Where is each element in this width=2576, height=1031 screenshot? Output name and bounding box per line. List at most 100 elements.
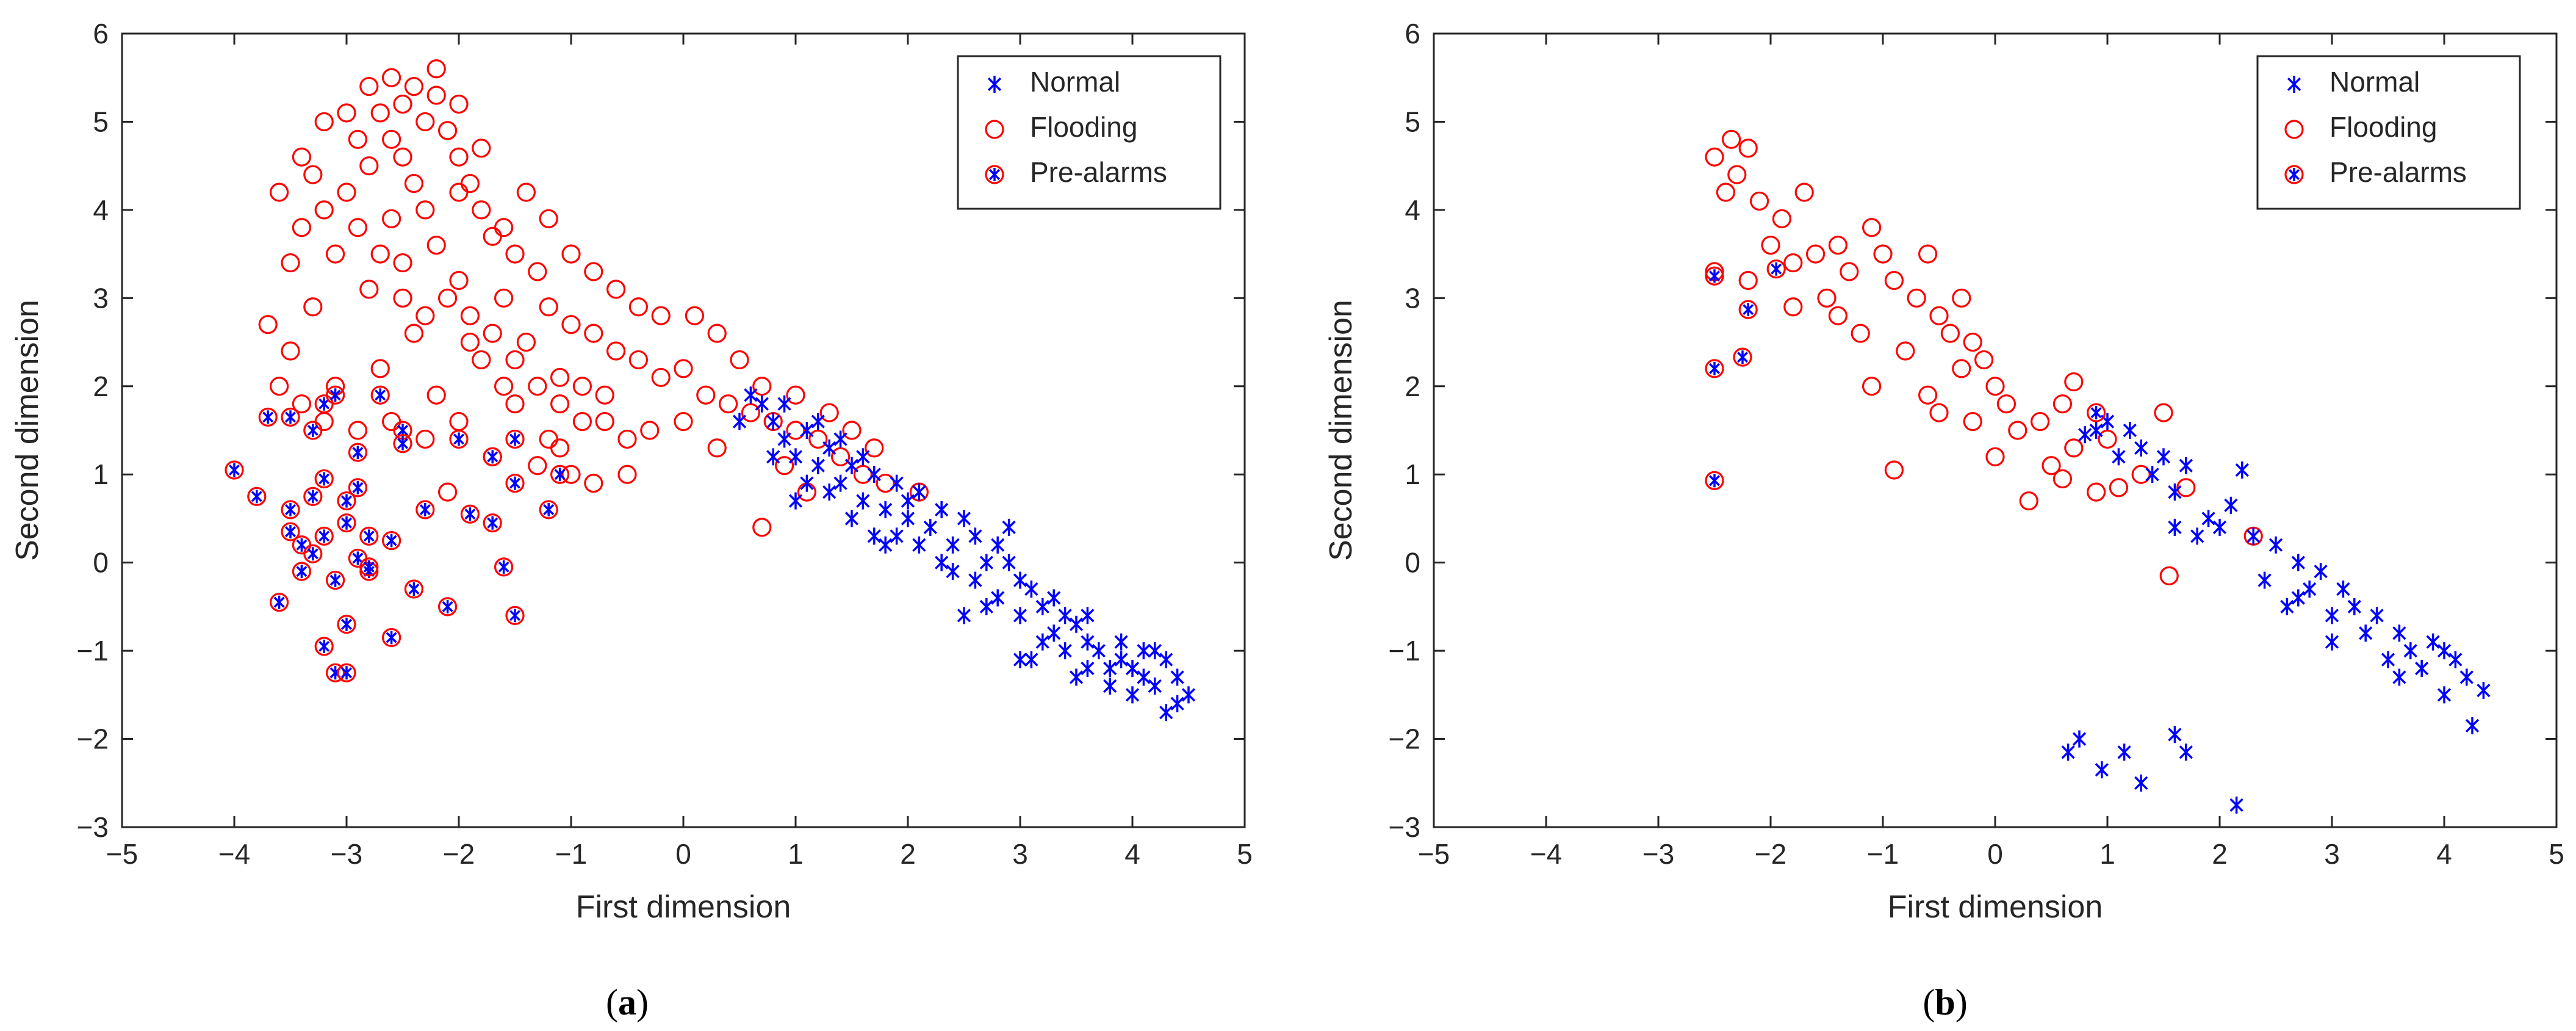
panel-b-point-flooding (1884, 270, 1904, 291)
panel-a-point-flooding (258, 315, 278, 335)
panel-b-point-normal (2134, 774, 2148, 792)
panel-a-point-pre-alarms-star (251, 490, 262, 504)
panel-b-point-flooding (1940, 324, 1960, 343)
panel-a-point-flooding (696, 385, 716, 405)
panel-a-point-normal (1148, 642, 1162, 660)
panel-a-point-pre-alarms-star (262, 410, 274, 424)
panel-b-point-flooding (1705, 147, 1724, 167)
panel-a-x-tick-label: 0 (675, 838, 691, 870)
panel-b-point-normal (2168, 518, 2182, 536)
panel-a-legend-marker-pre-alarms (985, 165, 1004, 184)
panel-a-point-flooding (808, 429, 828, 449)
panel-a-point-pre-alarms (381, 628, 401, 648)
panel-a-point-normal (1092, 642, 1106, 660)
panel-a-point-flooding (337, 103, 356, 123)
panel-a-point-pre-alarms-star (397, 436, 409, 450)
panel-a-legend-item-normal: Normal (987, 66, 1120, 98)
panel-a-point-flooding (381, 68, 401, 87)
panel-a-legend-item-pre-alarms: Pre-alarms (985, 156, 1167, 188)
panel-a-point-normal (800, 474, 814, 492)
panel-a-point-flooding (528, 262, 547, 281)
panel-b-point-flooding (1862, 377, 1882, 396)
panel-a-point-normal (844, 457, 859, 474)
panel-a-point-normal (1125, 686, 1140, 704)
panel-b-point-normal (2437, 642, 2452, 660)
panel-a-point-pre-alarms-star (386, 534, 397, 548)
panel-a-point-pre-alarms-star (509, 476, 521, 490)
panel-a-point-flooding (786, 421, 805, 440)
panel-b-point-normal (2117, 743, 2131, 761)
panel-a-point-flooding (752, 518, 772, 537)
panel-a-y-axis-label: Second dimension (10, 300, 45, 561)
panel-a-point-flooding (393, 147, 412, 167)
panel-b-point-flooding (1750, 191, 1769, 211)
panel-a-point-normal (923, 518, 937, 536)
panel-a-point-flooding (640, 421, 660, 440)
panel-a-x-tick-label: 3 (1012, 838, 1028, 870)
panel-b-point-flooding (2042, 456, 2061, 476)
panel-a-point-normal (1137, 668, 1151, 686)
panel-a-point-flooding (381, 129, 401, 149)
panel-b-point-normal (2268, 536, 2283, 554)
panel-a-point-flooding (460, 332, 480, 352)
panel-a-point-flooding (830, 447, 851, 466)
panel-a-point-flooding (292, 218, 311, 237)
panel-b-x-tick-label: 4 (2436, 838, 2452, 870)
panel-a-point-normal (1069, 615, 1084, 633)
panel-a-y-tick-label: 6 (93, 18, 109, 49)
panel-a-point-flooding (404, 324, 424, 343)
panel-a-point-flooding (303, 297, 323, 317)
panel-b-point-pre-alarms-star (2090, 406, 2102, 420)
panel-a-point-normal (822, 483, 836, 501)
panel-a-legend-label-normal: Normal (1030, 66, 1120, 98)
panel-a-point-normal (766, 448, 780, 466)
panel-a-point-pre-alarms (505, 474, 525, 493)
panel-a-point-normal (811, 413, 825, 430)
panel-b-point-flooding (2019, 491, 2038, 511)
panel-a-point-pre-alarms (337, 491, 356, 511)
panel-a-point-pre-alarms-star (307, 547, 318, 561)
panel-b-point-normal (2370, 607, 2384, 624)
panel-a-point-normal (890, 474, 904, 492)
panel-b-point-flooding (2176, 478, 2196, 497)
panel-b-point-pre-alarms-star (1771, 262, 1782, 276)
panel-a-point-normal (1170, 695, 1184, 712)
panel-b-point-flooding (1727, 165, 1747, 184)
panel-a-point-pre-alarms (281, 522, 300, 541)
panel-b-x-tick-label: −1 (1867, 838, 1899, 870)
panel-a-point-normal (833, 430, 847, 448)
panel-a-point-flooding (606, 280, 626, 299)
panel-b-point-normal (2201, 510, 2215, 527)
panel-b-caption: (b) (1923, 982, 1967, 1022)
panel-b-point-flooding (2031, 411, 2050, 432)
panel-b-point-normal (2061, 743, 2075, 761)
panel-a-point-flooding (270, 183, 289, 202)
panel-a-point-pre-alarms (393, 434, 412, 454)
panel-b-point-flooding (1738, 139, 1758, 158)
panel-a-point-flooding (561, 465, 581, 484)
panel-b-point-normal (2314, 563, 2328, 581)
panel-b-y-tick-label: 1 (1405, 458, 1420, 490)
panel-a-point-normal (1081, 607, 1095, 624)
panel-a-point-flooding (314, 112, 334, 132)
panel-b-point-normal (2392, 624, 2406, 642)
panel-a-point-flooding (505, 244, 525, 264)
panel-a-legend-label-pre-alarms: Pre-alarms (1030, 156, 1167, 188)
panel-a-points (225, 59, 1196, 722)
panel-a-point-pre-alarms-star (543, 503, 555, 516)
panel-a-point-flooding (730, 350, 749, 370)
panel-a-point-normal (935, 501, 949, 518)
panel-a-point-flooding (460, 306, 480, 325)
panel-b-point-pre-alarms (1738, 300, 1758, 319)
panel-a-point-pre-alarms-star (352, 446, 364, 460)
panel-b-point-normal (2072, 730, 2087, 748)
panel-b-point-normal (2224, 496, 2238, 514)
panel-a-point-pre-alarms-star (419, 503, 431, 516)
panel-b-point-flooding (2154, 403, 2173, 422)
panel-b-point-flooding (1738, 270, 1758, 291)
panel-b-point-flooding (1817, 288, 1837, 308)
panel-b-point-flooding (1929, 306, 1949, 325)
panel-a-point-pre-alarms-star (340, 494, 353, 508)
panel-a-point-normal (957, 510, 971, 527)
panel-a-point-pre-alarms (270, 593, 289, 612)
